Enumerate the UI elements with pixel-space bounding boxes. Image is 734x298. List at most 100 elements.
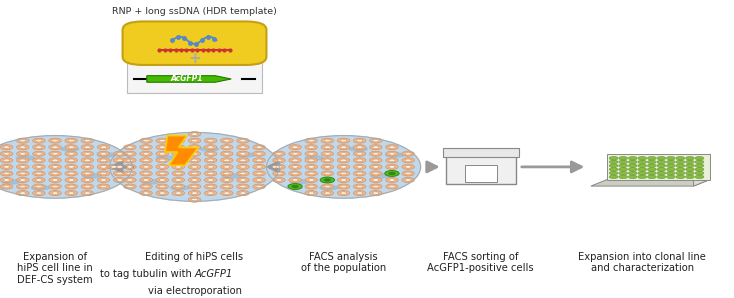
Circle shape [256, 146, 262, 148]
Circle shape [192, 146, 197, 148]
Circle shape [20, 179, 26, 181]
Circle shape [68, 139, 74, 142]
Text: to tag tubulin with: to tag tubulin with [100, 269, 195, 279]
Circle shape [175, 146, 181, 148]
Circle shape [36, 159, 42, 162]
Text: Expansion into clonal line
and characterization: Expansion into clonal line and character… [578, 252, 706, 273]
Circle shape [113, 158, 126, 163]
Circle shape [113, 164, 126, 169]
Circle shape [0, 171, 12, 176]
Circle shape [208, 192, 214, 194]
Circle shape [36, 179, 42, 181]
Circle shape [192, 185, 197, 188]
Circle shape [292, 153, 298, 155]
Circle shape [65, 177, 78, 182]
Circle shape [269, 164, 281, 169]
Circle shape [143, 153, 149, 155]
Circle shape [386, 177, 398, 182]
Circle shape [68, 146, 74, 148]
Circle shape [341, 166, 346, 168]
Circle shape [291, 185, 299, 188]
Circle shape [369, 184, 382, 189]
Circle shape [666, 171, 675, 175]
Circle shape [65, 191, 78, 196]
Circle shape [289, 164, 302, 169]
Circle shape [101, 166, 106, 168]
Circle shape [386, 184, 398, 189]
Circle shape [252, 145, 265, 150]
Circle shape [289, 171, 302, 176]
Polygon shape [165, 136, 198, 165]
Circle shape [236, 151, 250, 156]
Circle shape [127, 153, 133, 155]
Circle shape [338, 138, 349, 143]
Circle shape [289, 184, 302, 189]
Circle shape [84, 172, 90, 175]
Circle shape [236, 191, 250, 196]
Circle shape [175, 166, 181, 168]
Circle shape [628, 175, 637, 179]
Circle shape [686, 171, 694, 175]
Circle shape [65, 151, 78, 156]
Circle shape [84, 166, 90, 168]
Circle shape [123, 184, 137, 189]
Circle shape [305, 191, 317, 196]
Circle shape [123, 158, 137, 163]
Circle shape [373, 185, 379, 188]
Circle shape [338, 177, 349, 182]
Circle shape [695, 167, 704, 171]
Circle shape [97, 164, 110, 169]
Circle shape [52, 159, 58, 162]
Circle shape [48, 164, 62, 169]
Circle shape [240, 139, 246, 142]
Circle shape [288, 184, 302, 190]
Circle shape [156, 138, 169, 143]
Circle shape [156, 191, 169, 196]
Ellipse shape [170, 186, 189, 190]
Circle shape [292, 172, 298, 175]
Circle shape [666, 167, 675, 171]
Circle shape [256, 166, 262, 168]
Circle shape [338, 191, 349, 196]
Circle shape [676, 164, 685, 167]
Circle shape [308, 172, 314, 175]
Circle shape [204, 164, 217, 169]
Circle shape [405, 153, 411, 155]
Circle shape [324, 146, 330, 148]
Circle shape [143, 172, 149, 175]
Circle shape [204, 158, 217, 163]
Circle shape [619, 156, 628, 160]
Circle shape [175, 172, 181, 175]
Circle shape [647, 175, 656, 179]
FancyArrow shape [147, 76, 231, 82]
Circle shape [657, 160, 666, 164]
Circle shape [139, 191, 153, 196]
Circle shape [65, 184, 78, 189]
FancyBboxPatch shape [465, 165, 497, 181]
Circle shape [373, 192, 379, 194]
Circle shape [686, 156, 694, 160]
Circle shape [240, 179, 246, 181]
Circle shape [373, 139, 379, 142]
Circle shape [388, 172, 396, 175]
Circle shape [204, 191, 217, 196]
Circle shape [405, 172, 411, 175]
Circle shape [305, 164, 317, 169]
Circle shape [638, 156, 647, 160]
Circle shape [36, 185, 42, 188]
Circle shape [204, 171, 217, 176]
Circle shape [240, 153, 246, 155]
Circle shape [240, 159, 246, 162]
Circle shape [172, 177, 185, 182]
Circle shape [357, 139, 363, 142]
Circle shape [305, 184, 317, 189]
Circle shape [48, 171, 62, 176]
Circle shape [686, 175, 694, 179]
Circle shape [20, 172, 26, 175]
Circle shape [123, 171, 137, 176]
Circle shape [36, 139, 42, 142]
Ellipse shape [60, 147, 79, 151]
Text: via electroporation: via electroporation [148, 286, 241, 296]
Circle shape [385, 170, 399, 176]
Circle shape [354, 138, 366, 143]
